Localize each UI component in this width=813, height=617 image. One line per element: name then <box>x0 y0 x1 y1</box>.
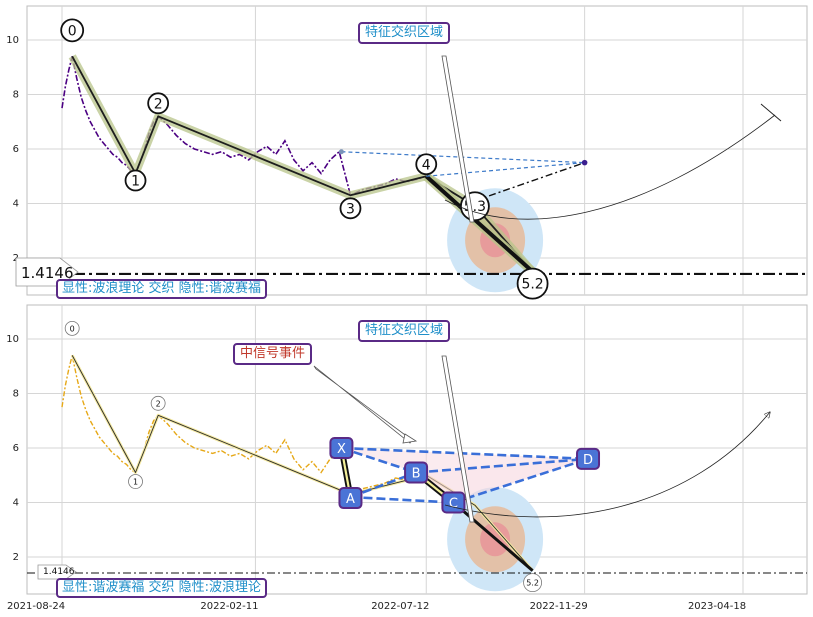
bottom-curve-arrow <box>444 412 770 518</box>
bottom-plot-frame <box>26 304 808 595</box>
y-tick-label: 4 <box>13 498 19 509</box>
top-decorations <box>15 55 782 287</box>
bottom-wave-labels: 0 1 2 5.2 <box>64 320 542 593</box>
projection-line <box>474 161 585 202</box>
top-price-series <box>61 56 427 197</box>
harmonic-final-leg <box>452 501 534 572</box>
wave-label-circle <box>150 395 166 411</box>
harmonic-point-label: C <box>449 497 458 512</box>
wave-label-circle <box>60 18 85 43</box>
y-tick-label: 10 <box>6 334 19 345</box>
harmonic-dashed-CD <box>453 457 589 504</box>
top-zone-pointer <box>441 55 475 223</box>
wave-label-circle <box>147 92 170 115</box>
wave-label: 2 <box>156 399 161 408</box>
bottom-reference-value-label: 1.4146 <box>43 567 75 577</box>
x-tick-label: 2022-07-12 <box>371 601 429 612</box>
y-tick-label: 6 <box>13 443 19 454</box>
y-tick-label: 8 <box>13 90 19 101</box>
bottom-signal-arrowhead <box>402 433 418 444</box>
y-tick-label: 8 <box>13 389 19 400</box>
y-tick-label: 10 <box>6 35 19 46</box>
bottom-feature-zone-label: 特征交织区域 <box>358 320 451 342</box>
harmonic-point-label: A <box>346 492 355 507</box>
harmonic-triangle-xbd <box>341 448 589 473</box>
wave-label: 3 <box>346 201 355 217</box>
harmonic-point-label: B <box>412 467 421 482</box>
wave-label: 0 <box>70 324 75 333</box>
harmonic-point-box <box>576 447 601 470</box>
wave-label: 1 <box>133 478 138 487</box>
wave-label-circle <box>516 267 549 300</box>
projection-start-dot <box>338 149 344 155</box>
top-grid <box>27 6 807 295</box>
wave-label: 4 <box>422 157 431 173</box>
x-tick-label: 2023-04-18 <box>688 601 746 612</box>
wave-label: 5.2 <box>526 579 539 588</box>
bottom-harmonic-labels: X A B C D <box>329 437 601 514</box>
bottom-dominant-recessive-label: 显性:谐波赛福 交织 隐性:波浪理论 <box>56 578 268 598</box>
harmonic-point-box <box>338 487 363 510</box>
bottom-y-tick-labels: 2 4 6 8 10 <box>6 334 19 563</box>
top-curve-arrow-cap <box>760 103 782 122</box>
harmonic-point-label: D <box>583 453 593 468</box>
top-feature-zone-label: 特征交织区域 <box>358 22 451 44</box>
x-tick-label: 2022-11-29 <box>530 601 588 612</box>
wave-label: 1 <box>131 174 140 190</box>
wave-label-circle <box>64 320 80 336</box>
harmonic-dashed-XD <box>341 446 589 461</box>
harmonic-point-box <box>404 461 429 484</box>
top-reference-value-label: 1.4146 <box>21 264 74 282</box>
top-dominant-recessive-label: 显性:波浪理论 交织 隐性:谐波赛福 <box>56 279 268 299</box>
wave-label-circle <box>523 573 542 593</box>
y-tick-label: 6 <box>13 144 19 155</box>
top-curve-arrow <box>444 114 776 220</box>
bottom-zone-pointer <box>441 355 475 523</box>
top-plot-frame <box>26 5 808 296</box>
harmonic-dashed-BD <box>415 457 589 474</box>
x-tick-label: 2021-08-24 <box>7 601 65 612</box>
price-line <box>61 56 427 197</box>
harmonic-dashed-AC <box>350 495 454 504</box>
harmonic-point-box <box>441 491 466 514</box>
harmonic-point-box <box>329 437 354 459</box>
wave-label-circle <box>339 197 362 220</box>
bottom-signal-event-label: 中信号事件 <box>233 343 313 365</box>
y-tick-label: 2 <box>13 552 19 563</box>
wave-label: 5.2 <box>521 277 543 293</box>
projection-target-dot <box>581 159 588 166</box>
x-tick-label: 2022-02-11 <box>200 601 258 612</box>
bottom-label-pointer <box>37 564 77 580</box>
bottom-decorations <box>37 355 770 580</box>
wave-label: 2 <box>154 96 163 112</box>
bottom-x-tick-labels: 2021-08-24 2022-02-11 2022-07-12 2022-11-29… <box>7 601 746 612</box>
wave-final-leg <box>424 174 534 274</box>
harmonic-point-label: X <box>337 442 346 457</box>
wave-label-circle <box>124 169 147 192</box>
y-tick-label: 4 <box>13 199 19 210</box>
wave-label-circle <box>128 474 143 489</box>
wave-label: 0 <box>68 23 77 39</box>
harmonic-dashed-XB <box>341 446 417 474</box>
projection-line <box>426 162 585 177</box>
wave-label-circle <box>415 153 438 176</box>
